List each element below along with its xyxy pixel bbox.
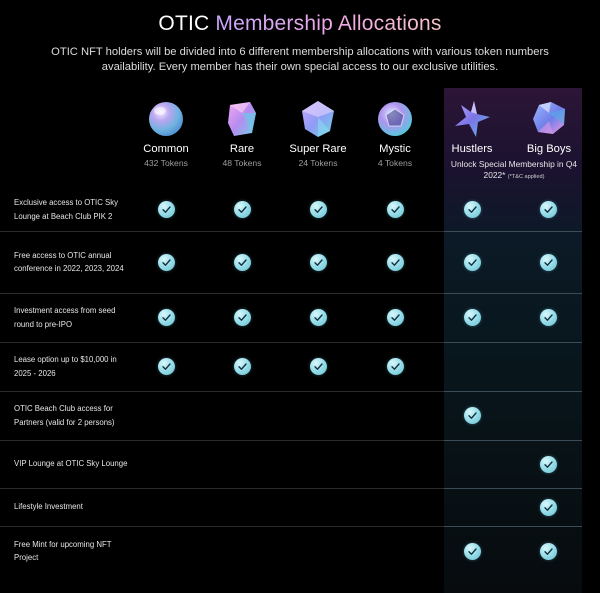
row-divider-highlight	[444, 293, 582, 294]
row-divider	[0, 526, 582, 527]
check-icon	[463, 542, 481, 560]
check-icon	[309, 253, 327, 271]
row-divider-highlight	[444, 440, 582, 441]
tier-name: Mystic	[379, 143, 411, 155]
check-icon	[233, 201, 251, 218]
tier-super-rare: Super Rare 24 Tokens	[273, 99, 363, 168]
tier-hustlers: Hustlers	[427, 99, 517, 155]
tier-name: Super Rare	[289, 143, 347, 155]
check-icon	[157, 358, 175, 375]
check-icon	[539, 542, 557, 560]
special-membership-note: Unlock Special Membership in Q4 2022* (*…	[450, 159, 578, 180]
dodecahedron-gem-icon	[378, 102, 412, 136]
check-icon	[233, 358, 251, 375]
benefit-label: Free access to OTIC annual conference in…	[14, 250, 124, 274]
benefit-label: Investment access from seed round to pre…	[14, 306, 116, 329]
check-icon	[386, 201, 404, 218]
page-subtitle: OTIC NFT holders will be divided into 6 …	[51, 46, 549, 73]
tier-big-boys: Big Boys	[504, 99, 594, 155]
row-divider	[0, 231, 582, 232]
tier-rare: Rare 48 Tokens	[197, 99, 287, 168]
check-icon	[386, 309, 404, 326]
row-divider-highlight	[444, 488, 582, 489]
check-icon	[539, 253, 557, 271]
tier-token-count: 432 Tokens	[144, 158, 188, 168]
check-icon	[539, 455, 557, 473]
benefit-label: VIP Lounge at OTIC Sky Lounge	[14, 459, 128, 469]
tier-token-count: 4 Tokens	[377, 158, 413, 168]
check-icon	[309, 201, 327, 218]
benefit-label: Free Mint for upcoming NFT Project	[14, 539, 112, 563]
row-divider-highlight	[444, 526, 582, 527]
diamond-gem-icon	[302, 101, 334, 137]
row-divider	[0, 488, 582, 489]
row-divider-highlight	[444, 342, 582, 343]
row-divider	[0, 440, 582, 441]
star-crystal-icon	[455, 101, 490, 137]
benefit-label: OTIC Beach Club access for Partners (val…	[14, 404, 115, 427]
check-icon	[539, 498, 557, 516]
page-title: OTIC Membership Allocations	[158, 12, 442, 35]
benefit-label: Lifestyle Investment	[14, 502, 83, 512]
check-icon	[309, 358, 327, 375]
check-icon	[157, 309, 175, 326]
benefit-label: Lease option up to $10,000 in 2025 - 202…	[14, 355, 117, 378]
row-divider	[0, 293, 582, 294]
row-divider	[0, 342, 582, 343]
twisted-cube-gem-icon	[228, 102, 256, 136]
special-membership-panel	[444, 88, 582, 593]
check-icon	[539, 309, 557, 326]
check-icon	[157, 253, 175, 271]
check-icon	[463, 407, 481, 424]
tier-name: Hustlers	[451, 143, 493, 155]
sphere-gem-icon	[149, 102, 183, 136]
check-icon	[157, 201, 175, 218]
crystal-cluster-icon	[533, 102, 565, 134]
row-divider-highlight	[444, 391, 582, 392]
row-divider	[0, 391, 582, 392]
tier-name: Rare	[229, 143, 255, 155]
check-icon	[463, 201, 481, 218]
check-icon	[539, 201, 557, 218]
tier-name: Big Boys	[526, 143, 572, 155]
check-icon	[463, 253, 481, 271]
tier-name: Common	[143, 143, 189, 155]
check-icon	[233, 253, 251, 271]
check-icon	[463, 309, 481, 326]
check-icon	[386, 358, 404, 375]
tier-mystic: Mystic 4 Tokens	[350, 99, 440, 168]
check-icon	[309, 309, 327, 326]
row-divider-highlight	[444, 231, 582, 232]
check-icon	[386, 253, 404, 271]
tier-common: Common 432 Tokens	[121, 99, 211, 168]
check-icon	[233, 309, 251, 326]
benefit-label: Exclusive access to OTIC Sky Lounge at B…	[14, 198, 118, 221]
tier-token-count: 48 Tokens	[222, 158, 262, 168]
tier-token-count: 24 Tokens	[298, 158, 338, 168]
